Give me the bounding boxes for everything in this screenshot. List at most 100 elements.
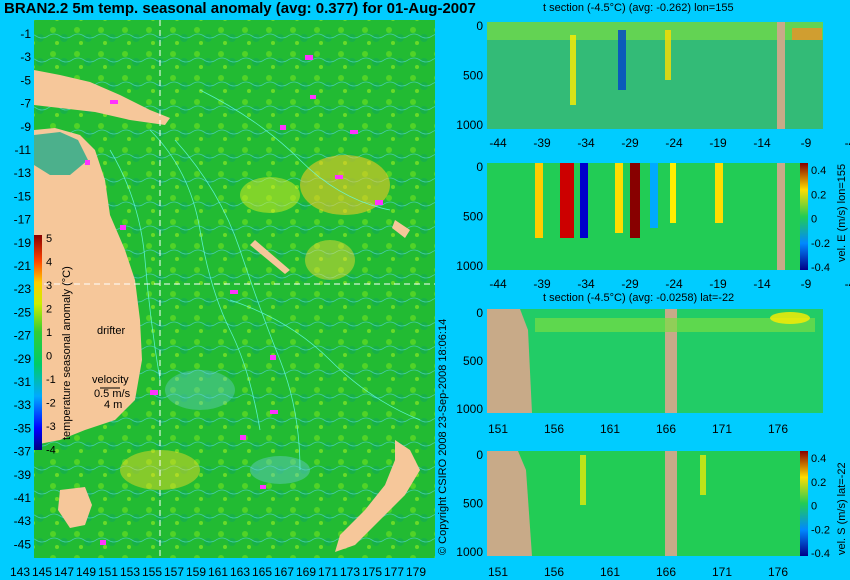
lon-tick-labels: 143 145 147 149 151 153 155 157 159 161 163 165 167 1… <box>10 565 426 579</box>
panel-x-tick-label: 171 <box>712 422 732 436</box>
panel-y-tick-label: 0 <box>476 306 483 320</box>
panel-x-tick-label: -44 <box>489 277 507 291</box>
panel-x-tick-label: -14 <box>753 277 771 291</box>
lat-tick-label: -3 <box>20 50 31 64</box>
lat-tick-label: -45 <box>14 537 32 551</box>
panel4-plot <box>487 451 808 556</box>
new-zealand-land <box>335 440 420 552</box>
lat-tick-label: -37 <box>14 445 32 459</box>
panel-x-tick-label: -39 <box>533 277 551 291</box>
page-title: BRAN2.2 5m temp. seasonal anomaly (avg: … <box>4 0 476 17</box>
panel-y-tick-label: 500 <box>463 69 483 83</box>
lat-tick-label: -7 <box>20 97 31 111</box>
panel2-side-label: vel. E (m/s) lon=155 <box>836 163 848 262</box>
colorbar-tick-label: -2 <box>46 398 56 410</box>
panel-x-tick-label: -19 <box>709 277 727 291</box>
lat-tick-label: -13 <box>14 166 32 180</box>
drifter-annotation: drifter <box>97 325 125 337</box>
map-colorbar-ticks: 5 4 3 2 1 0 -1 -2 -3 -4 <box>46 233 56 457</box>
colorbar-tick-label: 3 <box>46 280 52 292</box>
lon-tick-label: 157 <box>164 565 184 579</box>
colorbar-tick-label: -1 <box>46 374 56 386</box>
panel-x-tick-label: 171 <box>712 565 732 579</box>
lon-tick-label: 175 <box>362 565 382 579</box>
panel-x-tick-label: -19 <box>709 136 727 150</box>
panel-y-tick-label: 0 <box>476 19 483 33</box>
lon-tick-label: 155 <box>142 565 162 579</box>
panel-x-tick-label: -29 <box>621 136 639 150</box>
panel-y-tick-label: 0 <box>476 448 483 462</box>
panel2-colorbar <box>800 163 808 270</box>
panel-x-tick-label: -9 <box>801 136 812 150</box>
lon-tick-label: 143 <box>10 565 30 579</box>
lat-tick-label: -35 <box>14 421 32 435</box>
colorbar-tick-label: 4 <box>46 257 52 269</box>
lat-tick-label: -9 <box>20 120 31 134</box>
panel-x-tick-label: 156 <box>544 565 564 579</box>
panel-y-tick-label: 500 <box>463 354 483 368</box>
lat-tick-label: -41 <box>14 491 32 505</box>
panel-colorbar-tick-label: -0.4 <box>811 262 830 274</box>
panel-y-tick-label: 1000 <box>456 118 483 132</box>
colorbar-tick-label: 2 <box>46 304 52 316</box>
lat-tick-label: -39 <box>14 468 32 482</box>
panel-x-tick-label: 156 <box>544 422 564 436</box>
lon-tick-label: 163 <box>230 565 250 579</box>
panel4-side-label: vel. S (m/s) lat=-22 <box>836 462 848 555</box>
lat-tick-label: -1 <box>20 27 31 41</box>
lon-tick-label: 173 <box>340 565 360 579</box>
lat-tick-label: -5 <box>20 73 31 87</box>
panel-x-tick-label: 161 <box>600 565 620 579</box>
lon-tick-label: 149 <box>76 565 96 579</box>
velocity-value: 0.5 m/s <box>94 388 131 400</box>
lon-tick-label: 177 <box>384 565 404 579</box>
panel-colorbar-tick-label: 0.4 <box>811 453 826 465</box>
tasmania-land <box>58 487 92 528</box>
lon-tick-label: 165 <box>252 565 272 579</box>
lon-tick-label: 179 <box>406 565 426 579</box>
panel-tick-labels: 0 500 1000 -44 -39 -34 -29 -24 -19 -14 -9 -4 0 500 100… <box>456 19 850 579</box>
panel-x-tick-label: 166 <box>656 565 676 579</box>
panel-x-tick-label: 161 <box>600 422 620 436</box>
lon-tick-label: 171 <box>318 565 338 579</box>
colorbar-tick-label: 5 <box>46 233 52 245</box>
lat-tick-label: -31 <box>14 375 32 389</box>
panel4-colorbar <box>800 451 808 556</box>
panel-x-tick-label: -39 <box>533 136 551 150</box>
new-guinea-land <box>34 70 170 125</box>
lon-tick-label: 153 <box>120 565 140 579</box>
panel-x-tick-label: -4 <box>845 277 850 291</box>
new-caledonia-land <box>250 240 290 274</box>
panel-x-tick-label: -4 <box>845 136 850 150</box>
velocity-annotation: velocity <box>92 374 129 386</box>
map-chart: -1-3-5-7-9-11-13-15-17-19-21-23-25-27-29… <box>10 20 435 579</box>
panel-y-tick-label: 500 <box>463 210 483 224</box>
panel-x-tick-label: 166 <box>656 422 676 436</box>
panel1-plot <box>487 22 823 129</box>
lat-tick-label: -19 <box>14 236 32 250</box>
lat-tick-label: -25 <box>14 305 32 319</box>
lat-tick-label: -21 <box>14 259 32 273</box>
panel-x-tick-label: -9 <box>801 277 812 291</box>
colorbar-tick-label: -4 <box>46 445 56 457</box>
panel-x-tick-label: -24 <box>665 277 683 291</box>
panel3-title: t section (-4.5°C) (avg: -0.0258) lat=-2… <box>543 292 735 304</box>
panel-y-tick-label: 1000 <box>456 259 483 273</box>
australia-land <box>34 128 142 445</box>
panel-colorbar-tick-label: -0.2 <box>811 238 830 250</box>
lat-tick-label: -23 <box>14 282 32 296</box>
panel2-plot <box>487 163 808 270</box>
panel3-plot <box>487 309 823 413</box>
panel-y-tick-label: 1000 <box>456 545 483 559</box>
panel-y-tick-label: 0 <box>476 160 483 174</box>
panel-x-tick-label: -24 <box>665 136 683 150</box>
colorbar-tick-label: 0 <box>46 351 52 363</box>
map-plot-area <box>34 20 435 558</box>
lon-tick-label: 161 <box>208 565 228 579</box>
lon-tick-label: 145 <box>32 565 52 579</box>
panel-colorbar-tick-label: 0.2 <box>811 477 826 489</box>
lat-tick-label: -15 <box>14 189 32 203</box>
panel-x-tick-label: 151 <box>488 422 508 436</box>
lat-tick-labels: -1 -3 -5 -7 -9 -11 -13 -15 -17 -19 -21 -23 -25 -27 -29… <box>14 27 32 551</box>
panel1-title: t section (-4.5°C) (avg: -0.262) lon=155 <box>543 2 734 14</box>
